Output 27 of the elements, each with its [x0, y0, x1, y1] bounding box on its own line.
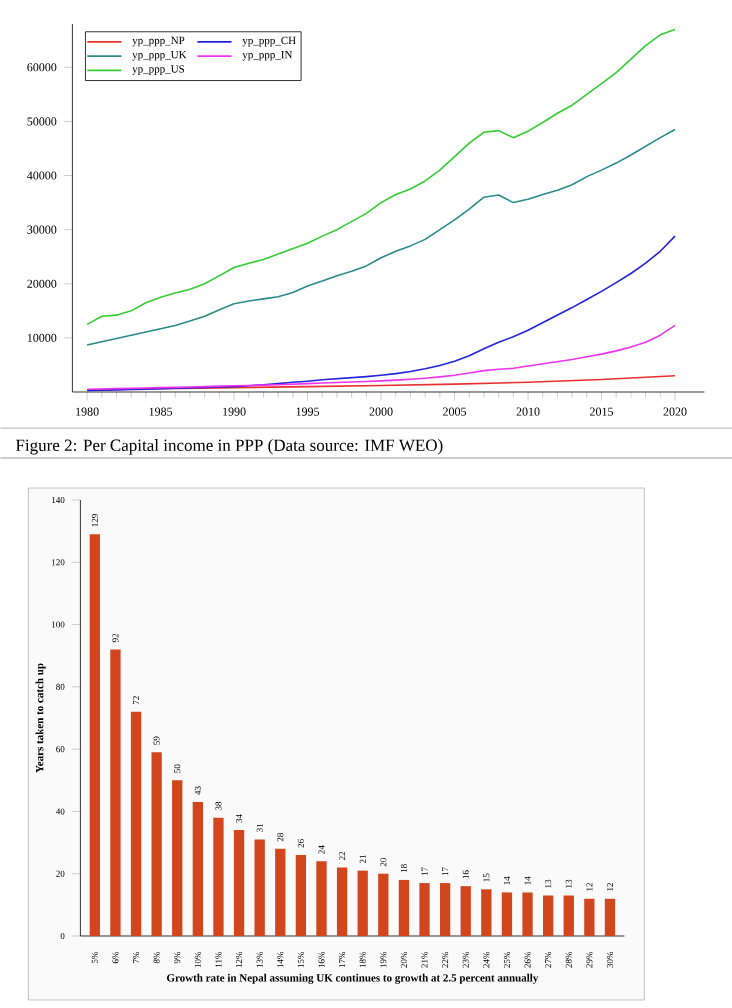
bar	[583, 898, 595, 936]
bar	[563, 895, 574, 936]
bar	[233, 830, 244, 936]
caption: Figure 2: Per Capital income in PPP (Data source: IMF WEO)	[15, 439, 443, 455]
bar	[192, 802, 203, 936]
bar	[377, 873, 389, 936]
bar	[130, 711, 141, 936]
bar	[439, 883, 450, 936]
bar	[109, 649, 121, 936]
bar	[315, 861, 327, 936]
bar	[295, 855, 306, 936]
bar	[501, 892, 512, 936]
bar	[254, 839, 265, 936]
bar	[357, 870, 368, 936]
bar	[398, 879, 409, 936]
bar	[604, 898, 615, 936]
bar	[522, 892, 533, 936]
bar	[171, 780, 183, 936]
bar	[274, 848, 286, 936]
bar	[212, 817, 224, 936]
bar	[336, 867, 347, 936]
bar	[418, 883, 430, 936]
bar	[151, 752, 162, 936]
bar	[542, 895, 553, 936]
bar	[460, 886, 471, 936]
bar	[480, 889, 492, 936]
bar	[89, 534, 100, 936]
